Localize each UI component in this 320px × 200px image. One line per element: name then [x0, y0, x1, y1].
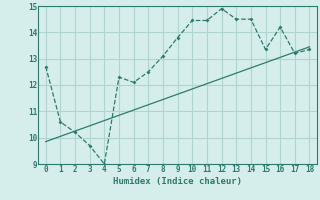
X-axis label: Humidex (Indice chaleur): Humidex (Indice chaleur): [113, 177, 242, 186]
